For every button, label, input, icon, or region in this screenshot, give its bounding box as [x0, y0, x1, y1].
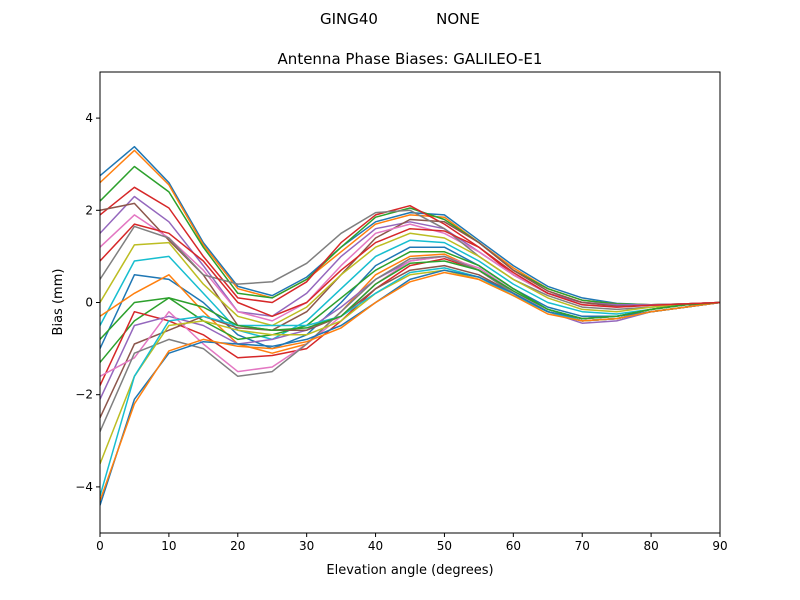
- series-line-16: [100, 264, 720, 419]
- suptitle-radome: NONE: [436, 10, 480, 28]
- series-line-22: [100, 271, 720, 501]
- plot-frame: [99, 71, 721, 534]
- x-tick-label: 10: [161, 539, 176, 553]
- series-line-15: [100, 255, 720, 400]
- y-tick-label: 0: [85, 296, 93, 310]
- series-line-3: [100, 165, 720, 306]
- series-line-5: [100, 195, 720, 318]
- series-line-4: [100, 186, 720, 307]
- x-tick-label: 50: [437, 539, 452, 553]
- x-tick-label: 90: [712, 539, 727, 553]
- series-line-19: [100, 269, 720, 465]
- y-tick-label: −4: [75, 480, 93, 494]
- x-axis-label: Elevation angle (degrees): [326, 563, 493, 578]
- y-axis-label: Bias (mm): [51, 269, 66, 336]
- x-tick-label: 20: [230, 539, 245, 553]
- x-tick-label: 80: [643, 539, 658, 553]
- x-tick-label: 40: [368, 539, 383, 553]
- series-line-8: [100, 209, 720, 311]
- series-line-9: [100, 232, 720, 327]
- series-line-24: [100, 223, 720, 318]
- suptitle-antenna: GING40: [320, 10, 378, 28]
- chart-title: Antenna Phase Biases: GALILEO-E1: [278, 50, 543, 68]
- series-line-20: [100, 267, 720, 497]
- y-tick-label: −2: [75, 388, 93, 402]
- series-line-10: [100, 239, 720, 341]
- x-tick-label: 30: [299, 539, 314, 553]
- y-tick-label: 4: [85, 111, 93, 125]
- y-tick-label: 2: [85, 203, 93, 217]
- x-tick-label: 0: [96, 539, 104, 553]
- x-tick-label: 70: [575, 539, 590, 553]
- x-tick-label: 60: [506, 539, 521, 553]
- series-line-23: [100, 260, 720, 340]
